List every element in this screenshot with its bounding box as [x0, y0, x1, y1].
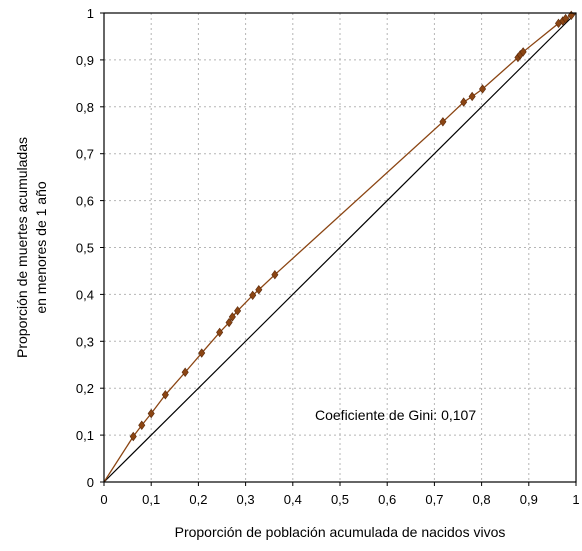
x-tick-label: 0,7	[425, 492, 443, 507]
lorenz-point	[255, 285, 263, 295]
equality-line	[103, 12, 577, 483]
lorenz-curve-line	[103, 12, 577, 483]
x-tick-label: 0,9	[520, 492, 538, 507]
x-tick-label: 0,5	[331, 492, 349, 507]
y-tick-label: 0,7	[76, 147, 94, 162]
y-tick-label: 0,6	[76, 194, 94, 209]
y-tick-label: 1	[87, 6, 94, 21]
y-axis-label-line-2: en menores de 1 año	[33, 181, 49, 314]
lorenz-point	[562, 13, 570, 24]
lorenz-point	[225, 317, 233, 328]
lorenz-point	[234, 306, 242, 316]
y-tick-label: 0,4	[76, 287, 94, 302]
x-tick-label: 0,2	[189, 492, 207, 507]
lorenz-point	[460, 97, 468, 107]
x-axis-ticks: 0 0,1 0,2 0,3 0,4 0,5 0,6 0,7 0,8 0,9 1	[100, 482, 580, 507]
lorenz-point	[249, 290, 257, 301]
lorenz-markers	[129, 10, 575, 442]
lorenz-point	[519, 47, 527, 57]
x-axis-label: Proporción de población acumulada de nac…	[175, 524, 506, 540]
lorenz-point	[129, 431, 137, 442]
x-tick-label: 0,3	[237, 492, 255, 507]
y-tick-label: 0,2	[76, 381, 94, 396]
y-tick-label: 0,5	[76, 241, 94, 256]
x-tick-label: 0	[100, 492, 107, 507]
lorenz-point	[216, 327, 224, 338]
y-axis-ticks: 0 0,1 0,2 0,3 0,4 0,5 0,6 0,7 0,8 0,9 1	[76, 6, 104, 490]
y-tick-label: 0,1	[76, 428, 94, 443]
y-axis-label-line-1: Proporción de muertes acumuladas	[14, 137, 30, 358]
gini-annotation: Coeficiente de Gini: 0,107	[315, 407, 476, 423]
lorenz-point	[161, 390, 169, 400]
lorenz-point	[198, 348, 206, 358]
lorenz-point	[468, 91, 476, 102]
x-tick-label: 0,6	[378, 492, 396, 507]
lorenz-point	[181, 367, 189, 377]
y-tick-label: 0,9	[76, 53, 94, 68]
y-tick-label: 0,3	[76, 334, 94, 349]
x-tick-label: 1	[572, 492, 579, 507]
lorenz-point	[138, 420, 146, 430]
lorenz-point	[228, 312, 236, 322]
x-tick-label: 0,1	[142, 492, 160, 507]
y-tick-label: 0	[87, 475, 94, 490]
lorenz-point	[439, 117, 447, 127]
x-tick-label: 0,8	[473, 492, 491, 507]
lorenz-point	[147, 408, 155, 419]
x-tick-label: 0,4	[284, 492, 302, 507]
y-tick-label: 0,8	[76, 100, 94, 115]
lorenz-point	[479, 84, 487, 94]
lorenz-point	[271, 270, 279, 280]
